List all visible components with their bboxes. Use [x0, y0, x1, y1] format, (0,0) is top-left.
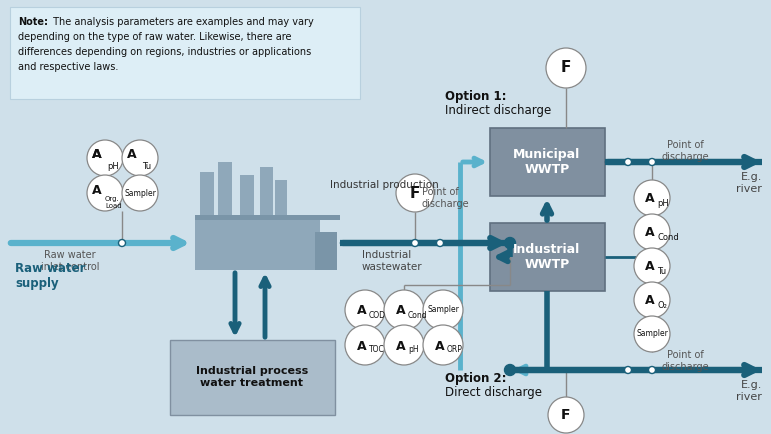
- Bar: [490, 128, 605, 196]
- Bar: [218, 162, 232, 218]
- Circle shape: [384, 290, 424, 330]
- Circle shape: [87, 175, 123, 211]
- Circle shape: [634, 248, 670, 284]
- Text: A: A: [93, 148, 102, 161]
- Text: differences depending on regions, industries or applications: differences depending on regions, indust…: [18, 47, 311, 57]
- Text: F: F: [561, 60, 571, 76]
- Text: Point of
discharge: Point of discharge: [662, 140, 709, 161]
- Bar: [10, 7, 360, 99]
- Text: Industrial process
water treatment: Industrial process water treatment: [196, 366, 308, 388]
- Bar: [275, 180, 287, 218]
- Text: Tu: Tu: [657, 266, 666, 276]
- Bar: [195, 218, 320, 270]
- Text: Sampler: Sampler: [427, 306, 459, 315]
- Bar: [240, 175, 254, 218]
- Bar: [170, 340, 335, 415]
- Text: Point of
discharge: Point of discharge: [422, 187, 470, 209]
- Text: Sampler: Sampler: [636, 329, 668, 339]
- Circle shape: [436, 240, 443, 247]
- Circle shape: [634, 180, 670, 216]
- Text: A: A: [435, 339, 445, 352]
- Bar: [315, 232, 337, 270]
- Text: COD: COD: [369, 310, 386, 319]
- Text: A: A: [645, 227, 655, 240]
- Text: The analysis parameters are examples and may vary: The analysis parameters are examples and…: [50, 17, 314, 27]
- Text: A: A: [645, 295, 655, 308]
- Circle shape: [634, 282, 670, 318]
- Text: Direct discharge: Direct discharge: [445, 386, 542, 399]
- Circle shape: [345, 290, 385, 330]
- Circle shape: [122, 140, 158, 176]
- Circle shape: [423, 290, 463, 330]
- Text: pH: pH: [657, 198, 668, 207]
- Text: A: A: [396, 339, 406, 352]
- Circle shape: [87, 140, 123, 176]
- Text: Cond: Cond: [657, 233, 678, 241]
- Text: O₂: O₂: [657, 300, 667, 309]
- Text: depending on the type of raw water. Likewise, there are: depending on the type of raw water. Like…: [18, 32, 291, 42]
- Text: Raw water
supply: Raw water supply: [15, 262, 86, 290]
- Circle shape: [119, 240, 126, 247]
- Circle shape: [396, 174, 434, 212]
- Text: Industrial
wastewater: Industrial wastewater: [362, 250, 423, 272]
- Text: Note:: Note:: [18, 17, 48, 27]
- Text: Industrial
WWTP: Industrial WWTP: [513, 243, 581, 271]
- Text: E.g.
river: E.g. river: [736, 380, 762, 401]
- Text: Option 2:: Option 2:: [445, 372, 507, 385]
- Bar: [200, 172, 214, 218]
- Text: Raw water
inlet control: Raw water inlet control: [41, 250, 99, 272]
- Circle shape: [412, 240, 419, 247]
- Text: A: A: [645, 260, 655, 273]
- Circle shape: [546, 48, 586, 88]
- Text: and respective laws.: and respective laws.: [18, 62, 119, 72]
- Text: TOC: TOC: [369, 345, 385, 355]
- Text: Indirect discharge: Indirect discharge: [445, 104, 551, 117]
- Text: Tu: Tu: [142, 162, 151, 171]
- Text: F: F: [561, 408, 571, 422]
- Text: E.g.
river: E.g. river: [736, 172, 762, 194]
- Text: A: A: [127, 148, 136, 161]
- Bar: [195, 215, 340, 220]
- Text: A: A: [357, 305, 367, 318]
- Circle shape: [423, 325, 463, 365]
- Text: A: A: [396, 305, 406, 318]
- Text: pH: pH: [107, 162, 119, 171]
- Bar: [260, 167, 273, 218]
- Text: Sampler: Sampler: [124, 188, 156, 197]
- Text: pH: pH: [408, 345, 419, 355]
- Text: Industrial production: Industrial production: [330, 180, 439, 190]
- Text: A: A: [645, 193, 655, 206]
- Text: A: A: [93, 184, 102, 197]
- Circle shape: [504, 237, 516, 249]
- Circle shape: [648, 158, 655, 165]
- Circle shape: [634, 316, 670, 352]
- Bar: [490, 223, 605, 291]
- Circle shape: [625, 158, 631, 165]
- Text: A: A: [357, 339, 367, 352]
- Circle shape: [384, 325, 424, 365]
- Circle shape: [345, 325, 385, 365]
- Circle shape: [648, 366, 655, 374]
- Text: Point of
discharge: Point of discharge: [662, 350, 709, 372]
- Circle shape: [548, 397, 584, 433]
- Text: A: A: [93, 148, 102, 161]
- Circle shape: [122, 175, 158, 211]
- Circle shape: [634, 214, 670, 250]
- Text: ORP: ORP: [447, 345, 463, 355]
- Text: Municipal
WWTP: Municipal WWTP: [513, 148, 581, 176]
- Text: Org.
Load: Org. Load: [105, 196, 122, 209]
- Text: Cond: Cond: [408, 310, 428, 319]
- Text: F: F: [410, 185, 420, 201]
- Circle shape: [504, 365, 516, 375]
- Text: Option 1:: Option 1:: [445, 90, 507, 103]
- Circle shape: [625, 366, 631, 374]
